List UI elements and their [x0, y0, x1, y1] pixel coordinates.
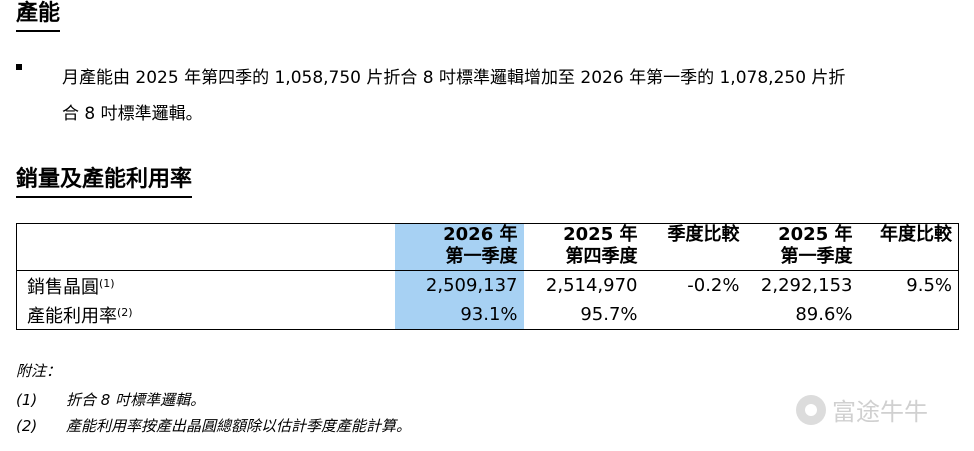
table-cell: 89.6%: [795, 304, 853, 325]
table-cell: 93.1%: [394, 300, 524, 330]
notes-title: 附注：: [16, 362, 62, 380]
table-cell: [644, 300, 746, 330]
table-cell: 2,292,153: [760, 275, 853, 296]
bullet-line-2: 合 8 吋標準邏輯。: [62, 104, 203, 124]
row-label: 銷售晶圓(1): [27, 276, 115, 298]
header-empty: [17, 224, 395, 271]
sales-utilization-table: 2026 年第一季度 2025 年第四季度 季度比較 2025 年第一季度 年度…: [16, 223, 959, 330]
table-header-row: 2026 年第一季度 2025 年第四季度 季度比較 2025 年第一季度 年度…: [16, 223, 959, 271]
bullet-marker: [16, 64, 22, 70]
table-cell: 2,514,970: [545, 275, 638, 296]
header-qoq: 季度比較: [667, 224, 740, 245]
header-2025q4: 2025 年第四季度: [563, 224, 638, 267]
note-text: 產能利用率按產出晶圓總額除以估計季度產能計算。: [66, 417, 412, 435]
note-text: 折合 8 吋標準邏輯。: [66, 391, 206, 409]
row-label: 產能利用率(2): [27, 305, 133, 327]
watermark-text: 富途牛牛: [832, 398, 928, 426]
section-title-sales-utilization: 銷量及產能利用率: [16, 166, 193, 198]
table-row: 銷售晶圓(1) 2,509,137 2,514,970 -0.2% 2,292,…: [17, 270, 959, 300]
table-row: 產能利用率(2) 93.1% 95.7% 89.6%: [17, 300, 959, 330]
table-cell: 2,509,137: [394, 270, 524, 300]
table-cell: 9.5%: [906, 275, 952, 296]
note-number: (2): [16, 417, 38, 435]
header-yoy: 年度比較: [880, 224, 952, 245]
header-2026q1: 2026 年第一季度: [394, 223, 524, 271]
note-number: (1): [16, 391, 38, 409]
section-title-capacity: 產能: [16, 0, 61, 32]
table-cell: -0.2%: [687, 275, 740, 296]
note-item: (2) 產能利用率按產出晶圓總額除以估計季度產能計算。: [16, 415, 411, 436]
note-item: (1) 折合 8 吋標準邏輯。: [16, 389, 205, 410]
futu-logo-icon: [796, 394, 826, 425]
capacity-bullet-text: 月產能由 2025 年第四季的 1,058,750 片折合 8 吋標準邏輯增加至…: [62, 60, 962, 132]
bullet-line-1: 月產能由 2025 年第四季的 1,058,750 片折合 8 吋標準邏輯增加至…: [62, 68, 846, 88]
table-cell: 95.7%: [580, 304, 638, 325]
watermark: 富途牛牛: [796, 392, 928, 427]
header-2025q1: 2025 年第一季度: [778, 224, 853, 267]
table-cell: [859, 300, 959, 330]
